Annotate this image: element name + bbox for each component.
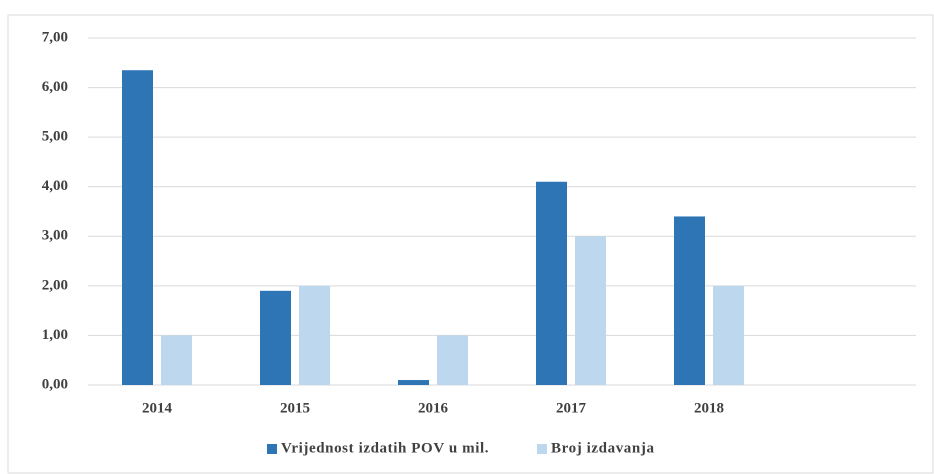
y-tick-label: 7,00 bbox=[42, 29, 68, 45]
legend-swatch bbox=[537, 444, 547, 454]
bar bbox=[713, 285, 744, 385]
legend-label: Vrijednost izdatih POV u mil. bbox=[281, 440, 489, 456]
y-tick-label: 0,00 bbox=[42, 376, 68, 392]
bar bbox=[575, 236, 606, 385]
x-tick-label: 2017 bbox=[556, 400, 587, 416]
y-tick-label: 6,00 bbox=[42, 79, 68, 95]
legend-swatch bbox=[267, 444, 277, 454]
bar bbox=[161, 335, 192, 385]
bar bbox=[260, 290, 291, 385]
y-tick-label: 5,00 bbox=[42, 129, 68, 145]
bar bbox=[398, 380, 429, 385]
bar bbox=[437, 335, 468, 385]
y-tick-label: 2,00 bbox=[42, 277, 68, 293]
legend-label: Broj izdavanja bbox=[551, 440, 655, 456]
y-tick-label: 4,00 bbox=[42, 178, 68, 194]
x-tick-label: 2018 bbox=[694, 400, 724, 416]
x-tick-label: 2015 bbox=[280, 400, 310, 416]
chart-frame bbox=[7, 14, 934, 474]
bar bbox=[674, 216, 705, 385]
x-tick-label: 2014 bbox=[142, 400, 173, 416]
bar bbox=[122, 70, 153, 385]
bar bbox=[299, 285, 330, 385]
x-tick-label: 2016 bbox=[418, 400, 449, 416]
y-tick-label: 1,00 bbox=[42, 327, 68, 343]
y-tick-label: 3,00 bbox=[42, 228, 68, 244]
bar bbox=[536, 181, 567, 385]
